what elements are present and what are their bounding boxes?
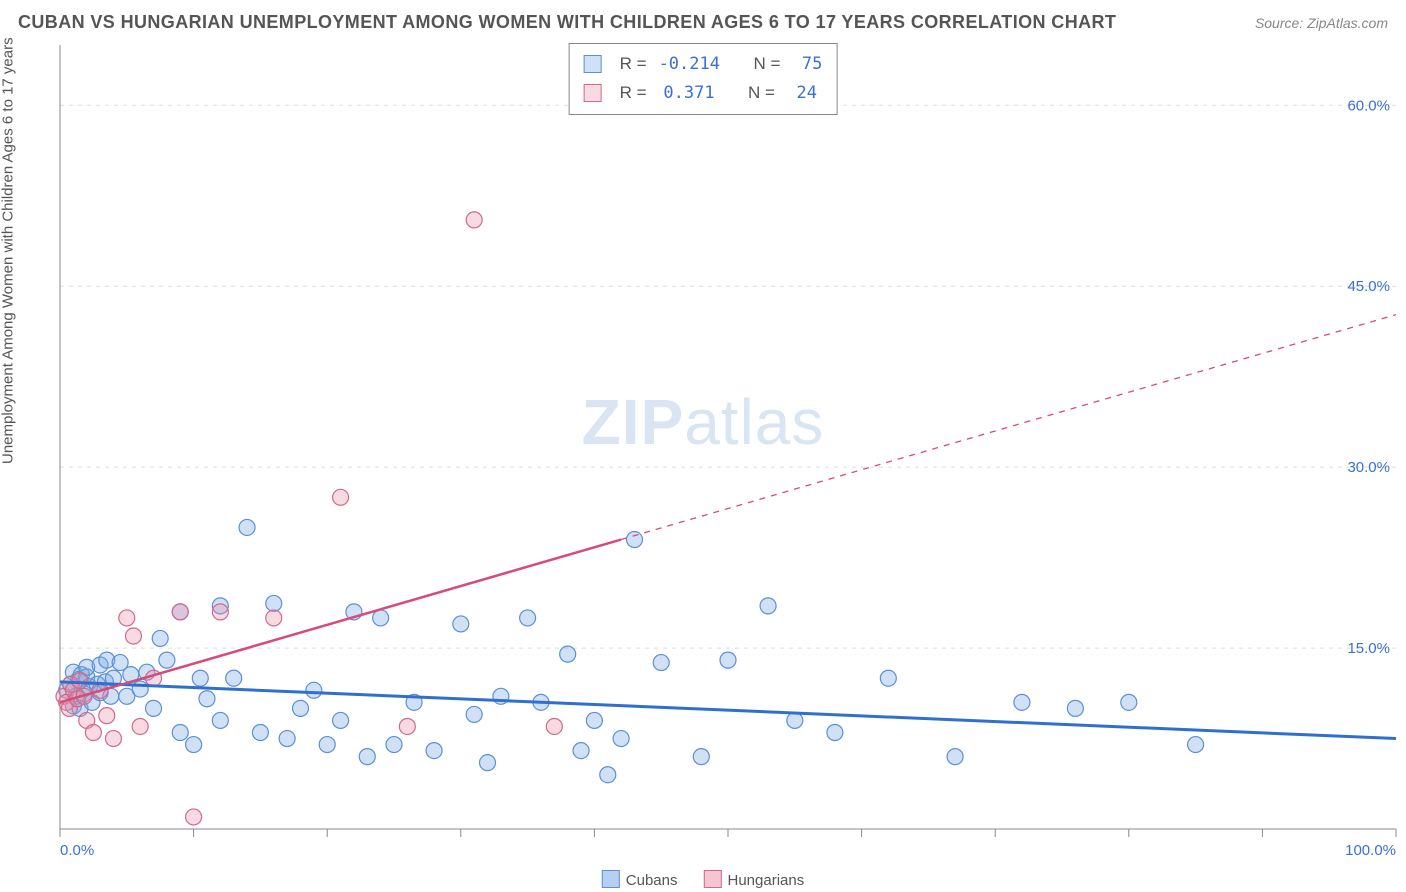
svg-text:0.0%: 0.0%	[60, 842, 94, 859]
chart-title: CUBAN VS HUNGARIAN UNEMPLOYMENT AMONG WO…	[18, 12, 1116, 33]
correlation-row: R = -0.214 N = 75	[584, 50, 823, 79]
correlation-legend: R = -0.214 N = 75R = 0.371 N = 24	[569, 43, 838, 115]
correlation-row: R = 0.371 N = 24	[584, 79, 823, 108]
plot-container: Unemployment Among Women with Children A…	[0, 39, 1406, 889]
scatter-plot: 15.0% 30.0% 45.0% 60.0% 0.0% 100.0%	[0, 39, 1406, 879]
legend-swatch-icon	[703, 870, 721, 888]
legend-swatch-icon	[584, 84, 602, 102]
svg-text:15.0%: 15.0%	[1347, 640, 1390, 657]
svg-text:60.0%: 60.0%	[1347, 97, 1390, 114]
source-label: Source: ZipAtlas.com	[1255, 15, 1388, 31]
svg-text:45.0%: 45.0%	[1347, 278, 1390, 295]
legend-swatch-icon	[602, 870, 620, 888]
series-legend: Cubans Hungarians	[602, 870, 804, 889]
legend-item: Hungarians	[703, 870, 804, 889]
svg-text:30.0%: 30.0%	[1347, 459, 1390, 476]
legend-item: Cubans	[602, 870, 678, 889]
legend-swatch-icon	[584, 55, 602, 73]
svg-text:100.0%: 100.0%	[1345, 842, 1396, 859]
